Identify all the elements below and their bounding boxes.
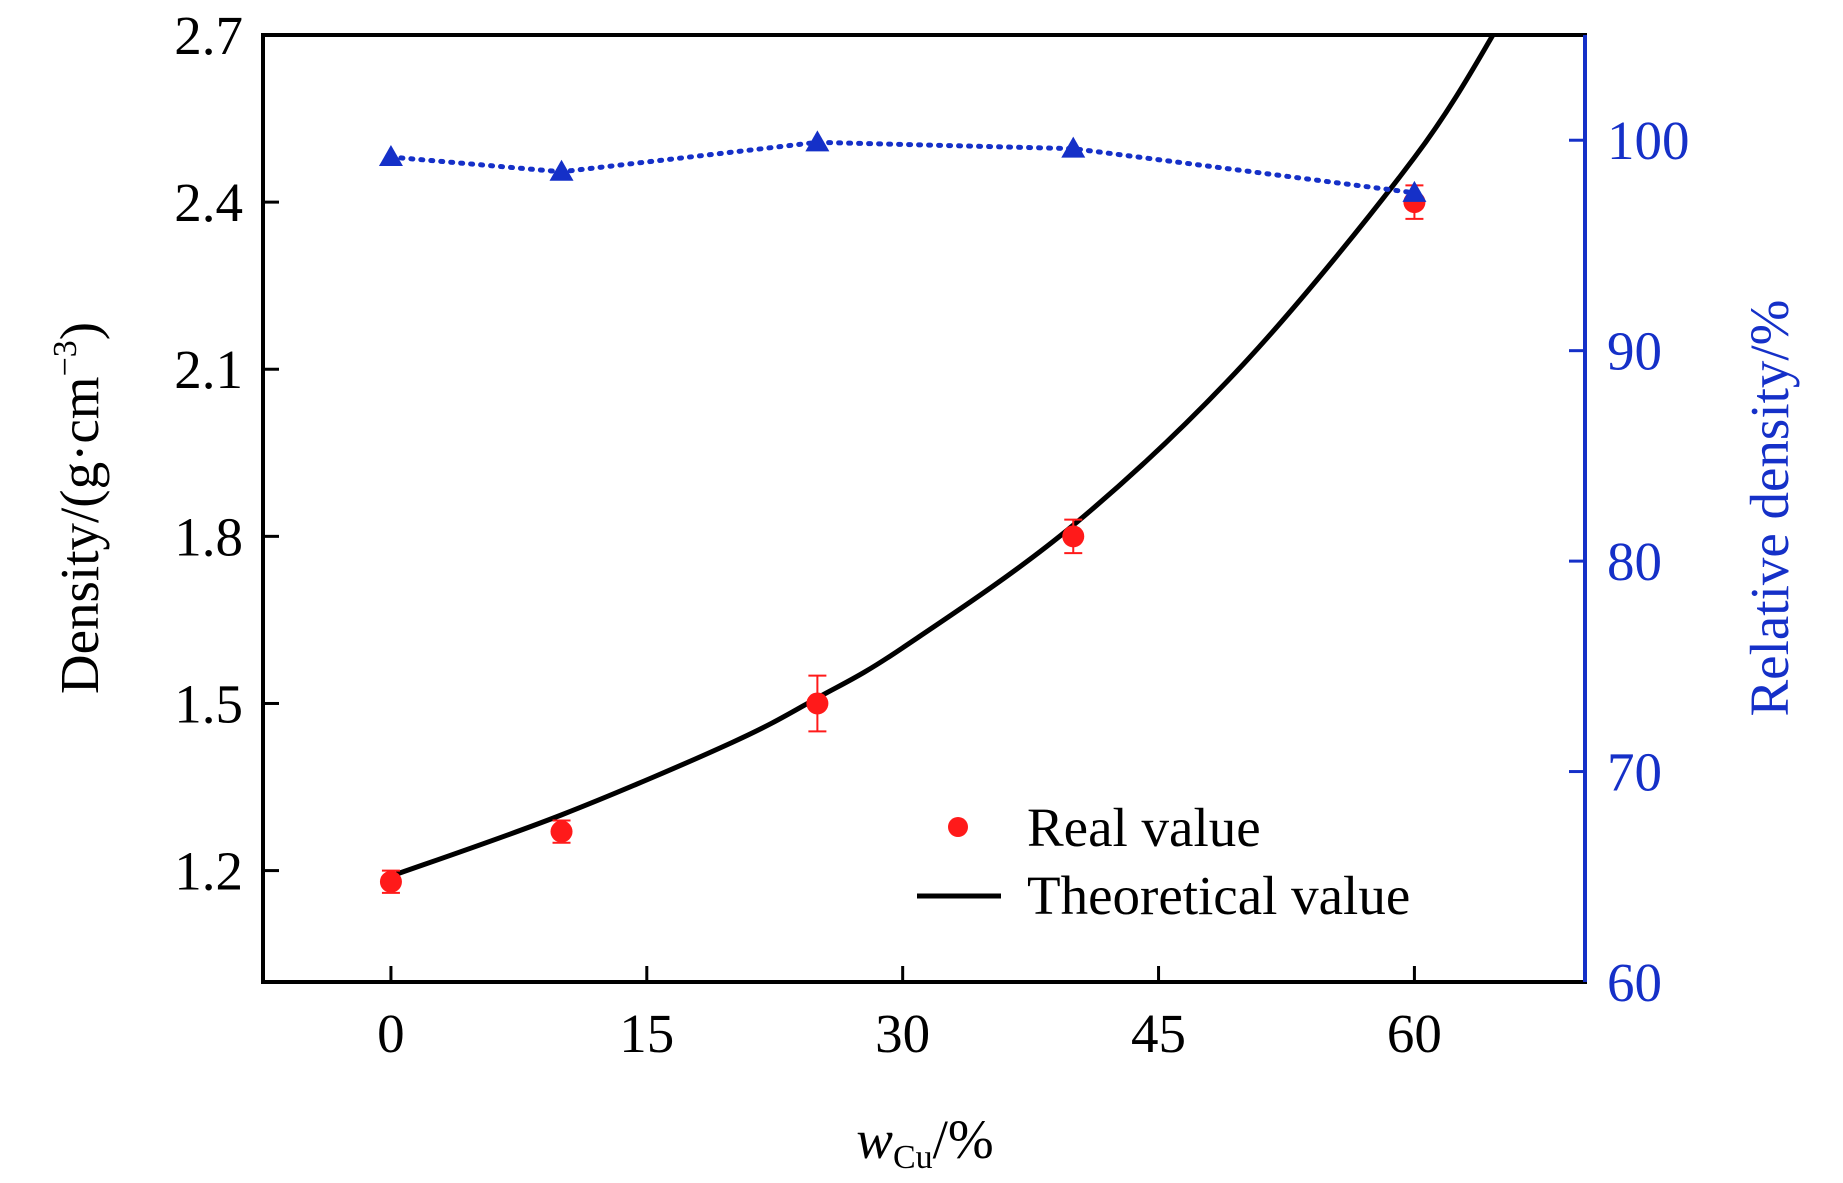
relative-density-point (1061, 136, 1086, 158)
x-tick-label: 0 (377, 1003, 405, 1064)
left-y-tick-label: 2.7 (174, 5, 243, 66)
x-axis-title: wCu/% (856, 1109, 993, 1176)
x-tick-label: 45 (1131, 1003, 1186, 1064)
x-axis-title-sub: Cu (893, 1139, 933, 1176)
legend-label-real-value: Real value (1027, 797, 1261, 858)
left-y-tick-label: 2.1 (174, 339, 243, 400)
real-value-point (379, 870, 402, 893)
right-y-tick-label: 90 (1607, 321, 1662, 382)
relative-density-point (549, 159, 574, 181)
ticks-layer: 0 15 30 45 60 1.2 1.5 1.8 2.1 2.4 2.7 60 70 80 90 100 (174, 5, 1689, 1064)
left-y-axis-title: Density/(g·cm−3) (47, 322, 110, 694)
left-y-tick-label: 1.5 (174, 673, 243, 734)
real-value-point-group (550, 819, 573, 844)
legend-label-theoretical-value: Theoretical value (1027, 865, 1410, 926)
curve-layer (390, 35, 1496, 879)
theoretical-value-line (390, 35, 1496, 879)
relative-density-point (805, 130, 830, 152)
real-value-point-group (1062, 518, 1085, 555)
left-y-axis-title-main: Density/(g·cm (49, 376, 110, 694)
left-y-tick-label: 1.2 (174, 841, 243, 902)
left-y-axis-title-sup: −3 (47, 340, 84, 376)
right-y-axis-title: Relative density/% (1739, 300, 1800, 717)
relative-density-point (378, 145, 403, 167)
legend: Real value Theoretical value (917, 797, 1410, 926)
right-y-tick-label: 80 (1607, 531, 1662, 592)
real-value-point-group (379, 869, 402, 894)
right-y-tick-label: 100 (1607, 110, 1690, 171)
left-y-tick-label: 1.8 (174, 506, 243, 567)
right-y-tick-label: 60 (1607, 952, 1662, 1013)
series-layer (378, 130, 1427, 894)
relative-density-point (1402, 180, 1427, 202)
real-value-point (550, 820, 573, 843)
real-value-point (1062, 525, 1085, 548)
x-tick-label: 15 (619, 1003, 674, 1064)
x-tick-label: 30 (875, 1003, 930, 1064)
right-y-tick-label: 70 (1607, 742, 1662, 803)
x-axis-title-main: w (856, 1109, 893, 1170)
legend-marker-real-value (948, 817, 968, 837)
real-value-point-group (806, 674, 829, 733)
left-y-axis-title-rest: ) (49, 322, 110, 340)
x-tick-label: 60 (1387, 1003, 1442, 1064)
x-axis-title-rest: /% (933, 1109, 994, 1170)
left-y-tick-label: 2.4 (174, 172, 243, 233)
real-value-point (806, 692, 829, 715)
